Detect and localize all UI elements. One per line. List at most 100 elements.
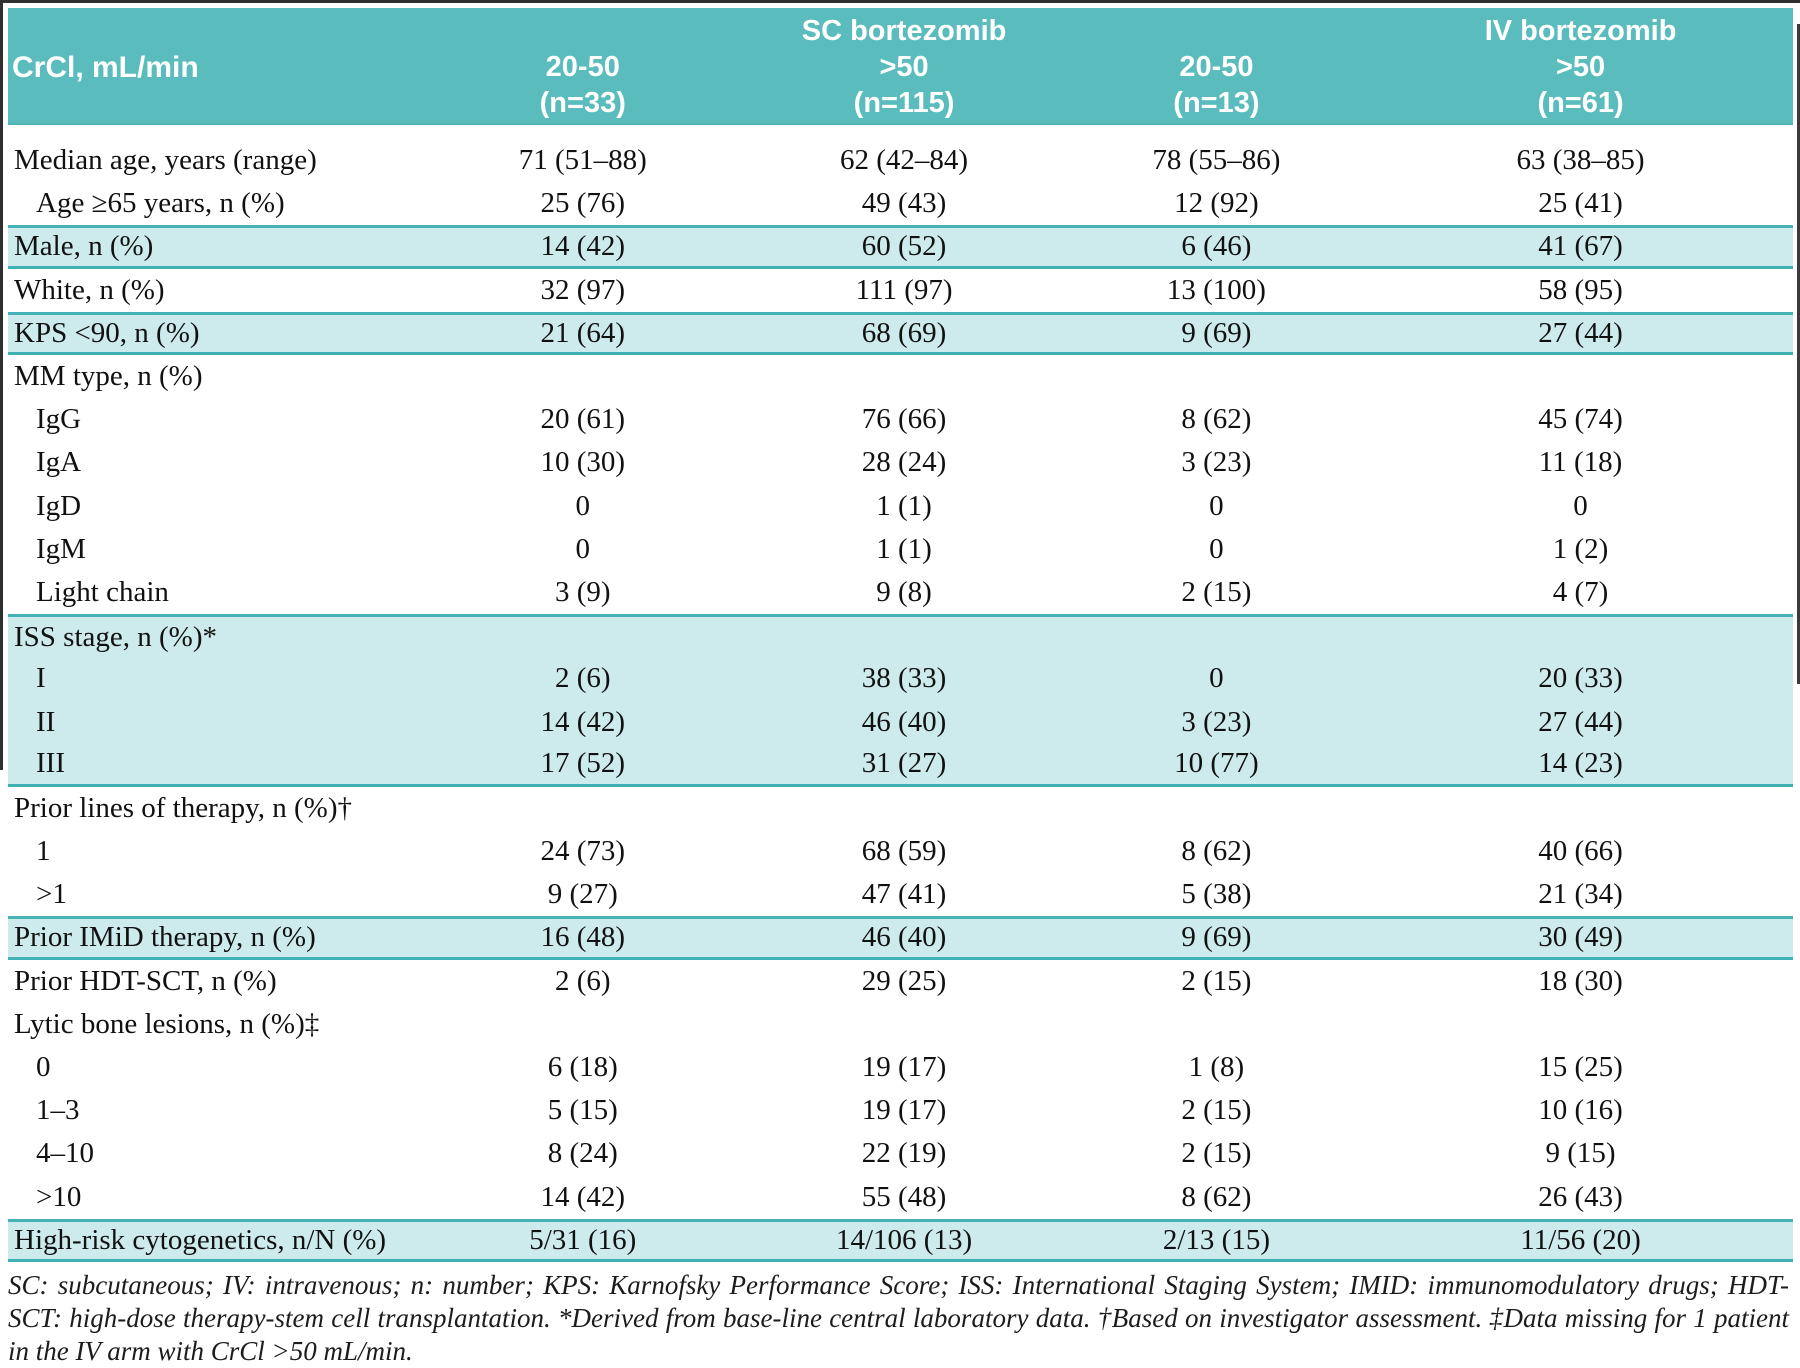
value-cell: 25 (41) xyxy=(1538,187,1623,220)
header-crcl-label: CrCl, mL/min xyxy=(12,51,199,84)
value-cell: 13 (100) xyxy=(1166,273,1266,306)
value-cell: 45 (74) xyxy=(1538,403,1623,436)
table-row: III 17 (52) 31 (27) 10 (77) 14 (23) xyxy=(8,743,1793,787)
value-cell: 10 (77) xyxy=(1174,747,1259,780)
table-row: IgA 10 (30) 28 (24) 3 (23) 11 (18) xyxy=(8,441,1793,484)
value-cell: 1 (2) xyxy=(1552,532,1609,565)
value-cell: 2 (15) xyxy=(1181,575,1252,608)
value-cell: 24 (73) xyxy=(540,835,626,868)
value-cell: 8 (62) xyxy=(1181,403,1252,436)
value-cell: 8 (24) xyxy=(547,1137,618,1170)
value-cell: 21 (64) xyxy=(540,316,626,349)
value-cell: 9 (8) xyxy=(876,575,932,608)
row-label: 1 xyxy=(36,835,51,868)
table-row: IgD 0 1 (1) 0 0 xyxy=(8,485,1793,528)
value-cell: 10 (16) xyxy=(1538,1094,1623,1127)
value-cell: 30 (49) xyxy=(1538,921,1623,954)
value-cell: 0 xyxy=(575,489,591,522)
value-cell: 111 (97) xyxy=(855,273,953,306)
header-col-sc-20-50: 20-50 (n=33) xyxy=(422,8,743,123)
row-label: 4–10 xyxy=(36,1137,94,1170)
value-cell: 3 (23) xyxy=(1181,446,1252,479)
value-cell: 0 xyxy=(1209,489,1224,522)
value-cell: 47 (41) xyxy=(861,878,947,911)
row-label: Prior HDT-SCT, n (%) xyxy=(14,964,277,997)
value-cell: 28 (24) xyxy=(861,446,947,479)
row-label: Light chain xyxy=(36,575,169,608)
row-label: III xyxy=(36,747,65,780)
value-cell: 29 (25) xyxy=(861,964,947,997)
value-cell: 19 (17) xyxy=(861,1094,947,1127)
header-n-count: (n=115) xyxy=(853,87,955,119)
value-cell: 8 (62) xyxy=(1181,835,1252,868)
patient-characteristics-table: CrCl, mL/min 20-50 (n=33) SC bortezomib … xyxy=(8,8,1793,1368)
value-cell: 49 (43) xyxy=(861,187,947,220)
header-col-iv-gt50: IV bortezomib >50 (n=61) xyxy=(1368,8,1793,123)
table-row: IgG 20 (61) 76 (66) 8 (62) 45 (74) xyxy=(8,398,1793,441)
value-cell: 26 (43) xyxy=(1538,1180,1623,1213)
table-row: High-risk cytogenetics, n/N (%) 5/31 (16… xyxy=(8,1218,1793,1262)
row-label: 0 xyxy=(36,1051,51,1084)
value-cell: 2 (6) xyxy=(554,662,611,695)
value-cell: 58 (95) xyxy=(1538,273,1623,306)
row-label: IgD xyxy=(36,489,82,522)
table-row: >10 14 (42) 55 (48) 8 (62) 26 (43) xyxy=(8,1176,1793,1219)
value-cell: 46 (40) xyxy=(861,921,947,954)
table-row: 0 6 (18) 19 (17) 1 (8) 15 (25) xyxy=(8,1046,1793,1089)
row-label: IgM xyxy=(36,532,86,565)
value-cell: 21 (34) xyxy=(1538,878,1623,911)
scan-artifact-left-line xyxy=(0,0,3,770)
table-body: Median age, years (range) 71 (51–88) 62 (… xyxy=(8,139,1793,1262)
row-label: MM type, n (%) xyxy=(14,360,203,393)
value-cell: 4 (7) xyxy=(1552,575,1609,608)
table-row: Light chain 3 (9) 9 (8) 2 (15) 4 (7) xyxy=(8,571,1793,614)
value-cell: 1 (1) xyxy=(876,532,932,565)
header-group-spacer xyxy=(422,13,743,49)
value-cell: 9 (69) xyxy=(1181,921,1252,954)
row-label: Age ≥65 years, n (%) xyxy=(36,187,285,220)
table-row: 1–3 5 (15) 19 (17) 2 (15) 10 (16) xyxy=(8,1089,1793,1132)
value-cell: 27 (44) xyxy=(1538,705,1623,738)
value-cell: 63 (38–85) xyxy=(1516,144,1645,177)
scan-artifact-right-line xyxy=(1797,24,1800,684)
header-n-count: (n=33) xyxy=(539,87,626,119)
table-row: ISS stage, n (%)* xyxy=(8,614,1793,658)
value-cell: 6 (46) xyxy=(1181,230,1252,263)
table-row: IgM 0 1 (1) 0 1 (2) xyxy=(8,528,1793,571)
row-label: II xyxy=(36,705,56,738)
header-group-spacer xyxy=(1065,13,1368,49)
value-cell: 40 (66) xyxy=(1538,835,1623,868)
value-cell: 14 (42) xyxy=(540,705,626,738)
value-cell: 14 (42) xyxy=(540,1180,626,1213)
value-cell: 76 (66) xyxy=(861,403,947,436)
header-n-count: (n=61) xyxy=(1537,87,1624,119)
value-cell: 68 (69) xyxy=(861,316,947,349)
row-label: KPS <90, n (%) xyxy=(14,316,200,349)
table-row: I 2 (6) 38 (33) 0 20 (33) xyxy=(8,657,1793,701)
header-dose-range: >50 xyxy=(879,51,929,83)
value-cell: 2 (15) xyxy=(1181,1137,1252,1170)
value-cell: 2 (6) xyxy=(554,964,611,997)
value-cell: 1 (1) xyxy=(876,489,932,522)
row-label: 1–3 xyxy=(36,1094,80,1127)
table-row: 4–10 8 (24) 22 (19) 2 (15) 9 (15) xyxy=(8,1132,1793,1175)
value-cell: 9 (15) xyxy=(1545,1137,1616,1170)
value-cell: 15 (25) xyxy=(1538,1051,1623,1084)
value-cell: 9 (27) xyxy=(547,878,618,911)
value-cell: 20 (61) xyxy=(540,403,626,436)
table-row: 1 24 (73) 68 (59) 8 (62) 40 (66) xyxy=(8,830,1793,873)
header-group-sc-bortezomib: SC bortezomib xyxy=(801,15,1007,47)
value-cell: 11/56 (20) xyxy=(1520,1223,1641,1256)
value-cell: 0 xyxy=(1209,662,1224,695)
value-cell: 16 (48) xyxy=(540,921,626,954)
row-label: ISS stage, n (%)* xyxy=(14,620,217,653)
value-cell: 8 (62) xyxy=(1181,1180,1252,1213)
value-cell: 12 (92) xyxy=(1174,187,1259,220)
value-cell: 3 (23) xyxy=(1181,705,1252,738)
value-cell: 32 (97) xyxy=(540,273,626,306)
row-label: Prior IMiD therapy, n (%) xyxy=(14,921,316,954)
row-label: >10 xyxy=(36,1180,82,1213)
value-cell: 0 xyxy=(1573,489,1588,522)
value-cell: 9 (69) xyxy=(1181,316,1252,349)
value-cell: 31 (27) xyxy=(861,747,947,780)
